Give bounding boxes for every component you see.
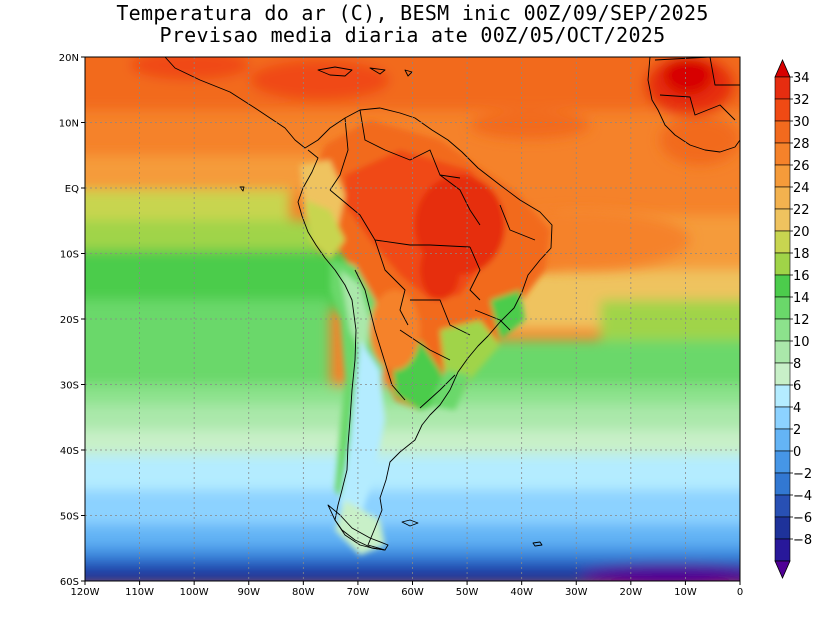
colorbar-swatch [774,318,791,342]
colorbar-label: 16 [793,269,810,284]
colorbar-label: 4 [793,401,801,416]
lon-tick-label: 120W [71,587,100,598]
lat-tick-label: 20S [60,315,79,326]
lat-tick-label: 60S [60,577,79,588]
colorbar-swatch [774,538,791,562]
colorbar-swatch [774,208,791,232]
lon-tick-label: 50W [456,587,479,598]
lat-tick-label: 40S [60,446,79,457]
colorbar-swatch [774,384,791,408]
colorbar-swatch [774,98,791,122]
colorbar-label: 0 [793,445,801,460]
lon-tick-label: 30W [565,587,588,598]
graticule-lines [85,57,740,581]
lon-tick-label: 80W [292,587,315,598]
colorbar-label: 10 [793,335,810,350]
lat-tick-label: 30S [60,381,79,392]
colorbar-label: 34 [793,71,810,86]
colorbar-swatch [774,252,791,276]
colorbar-label: 30 [793,115,810,130]
lon-tick-label: 40W [510,587,533,598]
colorbar-swatch [774,340,791,364]
lon-tick-label: 70W [347,587,370,598]
colorbar-label: 6 [793,379,801,394]
colorbar-label: −4 [793,489,812,504]
lat-tick-label: 50S [60,512,79,523]
colorbar-swatch [774,406,791,430]
colorbar-swatch [774,120,791,144]
colorbar-swatch [774,516,791,540]
colorbar-label: 18 [793,247,810,262]
map-title: Temperatura do ar (C), BESM inic 00Z/09/… [116,1,709,25]
colorbar-label: 26 [793,159,810,174]
colorbar-swatch [774,274,791,298]
lat-tick-label: 10N [59,119,79,130]
lon-tick-label: 110W [125,587,154,598]
lon-tick-label: 10W [674,587,697,598]
lon-tick-label: 100W [180,587,209,598]
lat-tick-label: 10S [60,250,79,261]
colorbar-swatch [774,428,791,452]
colorbar-label: 24 [793,181,810,196]
colorbar-bottom-triangle [774,560,791,579]
colorbar-swatch [774,362,791,386]
colorbar-swatch [774,450,791,474]
map-subtitle: Previsao media diaria ate 00Z/05/OCT/202… [159,23,666,47]
colorbar-swatch [774,76,791,100]
colorbar-swatch [774,230,791,254]
colorbar-label: 12 [793,313,810,328]
colorbar-label: 2 [793,423,801,438]
colorbar-label: 20 [793,225,810,240]
colorbar-top-triangle [774,59,791,78]
lon-tick-label: 0 [737,587,743,598]
axis-ticks: 120W 110W 100W 90W 80W 70W 60W 50W 40W 30W 20W 10W 0… [59,53,743,598]
lon-tick-label: 60W [401,587,424,598]
colorbar-label: 28 [793,137,810,152]
colorbar-label: −2 [793,467,812,482]
colorbar-label: 22 [793,203,810,218]
lat-tick-label: EQ [65,184,79,195]
temperature-field [85,57,740,581]
colorbar-label: −6 [793,511,812,526]
colorbar-swatch [774,296,791,320]
colorbar-swatch [774,164,791,188]
coastlines [164,57,740,551]
colorbar-label: 32 [793,93,810,108]
colorbar-swatch [774,472,791,496]
colorbar-label: 14 [793,291,810,306]
colorbar-swatch [774,186,791,210]
colorbar-swatch [774,494,791,518]
colorbar-label: −8 [793,533,812,548]
lon-tick-label: 20W [620,587,643,598]
lon-tick-label: 90W [237,587,260,598]
lat-tick-label: 20N [59,53,79,64]
colorbar-swatch [774,142,791,166]
colorbar-label: 8 [793,357,801,372]
